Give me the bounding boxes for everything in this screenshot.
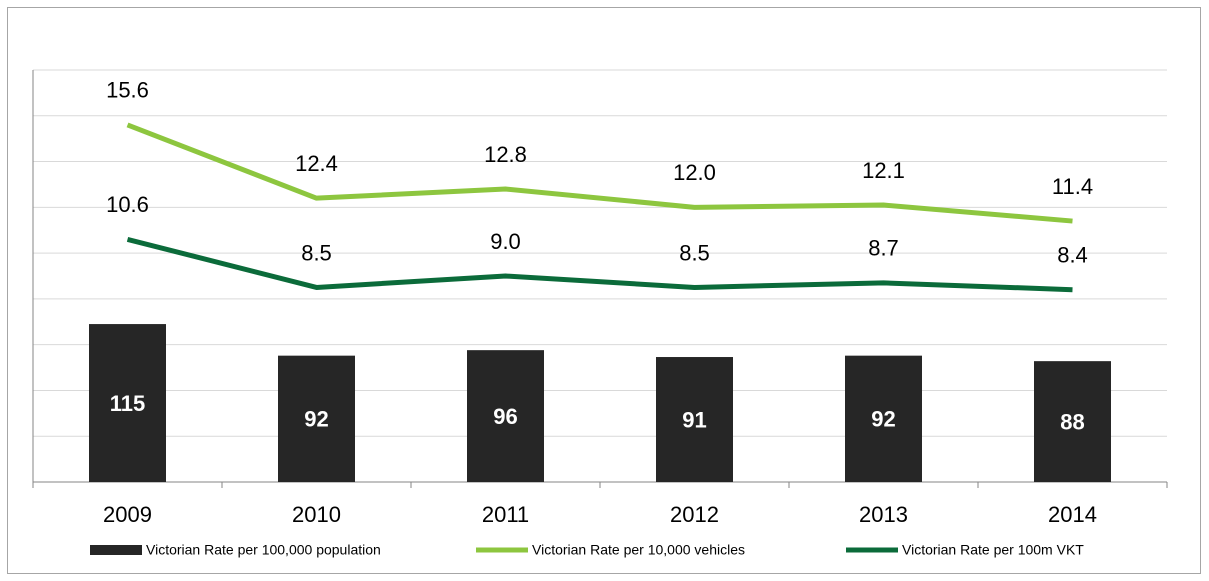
x-tick-label: 2014: [1048, 502, 1097, 527]
x-tick-label: 2013: [859, 502, 908, 527]
bar: [278, 355, 355, 482]
x-tick-label: 2010: [292, 502, 341, 527]
line-value-label: 8.5: [301, 240, 332, 265]
legend-label: Victorian Rate per 100m VKT: [902, 542, 1084, 558]
bar: [467, 350, 544, 482]
chart-border: [7, 7, 1201, 574]
line: [126, 122, 1073, 224]
bar: [656, 357, 733, 482]
line-value-label: 15.6: [106, 78, 149, 103]
line-value-label: 12.4: [295, 151, 338, 176]
line-value-label: 12.8: [484, 142, 527, 167]
bar: [845, 355, 922, 482]
bar-value-label: 96: [493, 404, 517, 429]
legend-swatch: [90, 545, 142, 555]
legend-label: Victorian Rate per 100,000 population: [146, 542, 381, 558]
bar: [1034, 361, 1111, 482]
line-value-label: 8.4: [1057, 243, 1088, 268]
line-value-label: 12.1: [862, 158, 905, 183]
line-value-label: 12.0: [673, 160, 716, 185]
x-tick-label: 2009: [103, 502, 152, 527]
x-tick-label: 2012: [670, 502, 719, 527]
bar-value-label: 88: [1060, 409, 1084, 434]
bar-value-label: 115: [110, 391, 146, 416]
x-tick-label: 2011: [482, 502, 529, 527]
line: [126, 236, 1073, 293]
legend-label: Victorian Rate per 10,000 vehicles: [532, 542, 745, 558]
bar: [89, 324, 166, 482]
line-value-label: 8.7: [868, 236, 899, 261]
bar-value-label: 92: [304, 407, 328, 432]
bar-value-label: 91: [682, 407, 706, 432]
line-value-label: 9.0: [490, 229, 521, 254]
bar-value-label: 92: [871, 407, 895, 432]
line-value-label: 10.6: [106, 192, 149, 217]
line-value-label: 11.4: [1052, 174, 1093, 199]
line-value-label: 8.5: [679, 240, 710, 265]
